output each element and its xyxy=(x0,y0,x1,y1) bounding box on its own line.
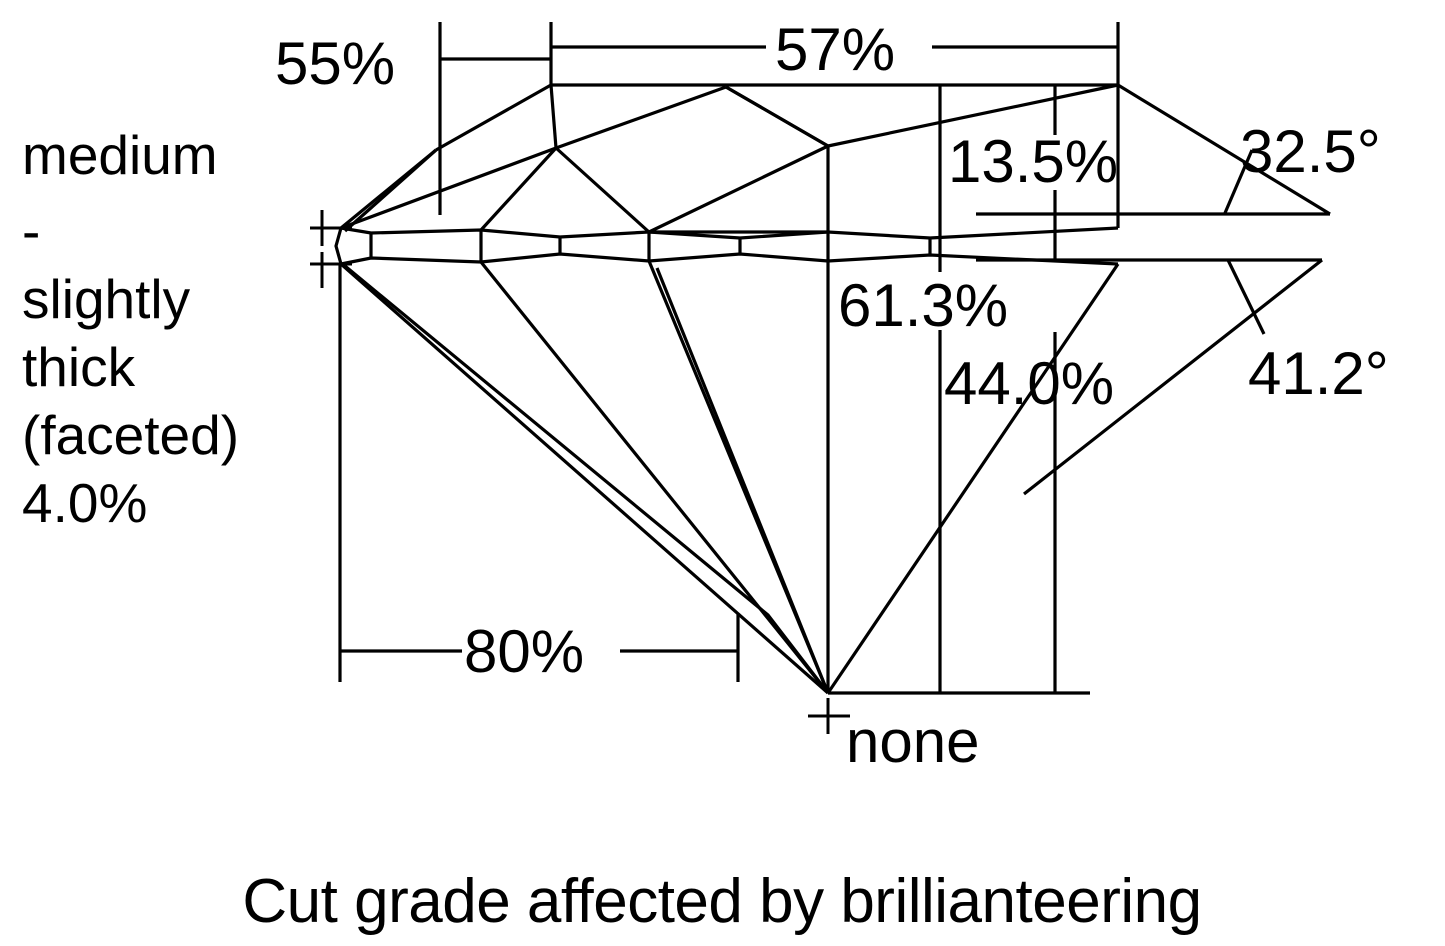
label-total-depth-61-3-percent: 61.3% xyxy=(838,272,1008,339)
girdle-desc-line-5: (faceted) xyxy=(22,404,239,466)
label-lower-half-80-percent: 80% xyxy=(464,618,584,685)
dimension-reference-bars xyxy=(828,212,1330,695)
label-crown-angle-32-5-deg: 32.5° xyxy=(1240,118,1381,185)
figure-caption: Cut grade affected by brillianteering xyxy=(242,867,1201,936)
pavilion-angle-indicator xyxy=(1023,258,1323,496)
label-crown-height-13-5-percent: 13.5% xyxy=(948,128,1118,195)
label-girdle-description: medium - slightly thick (faceted) 4.0% xyxy=(22,124,239,534)
girdle-desc-line-4: thick xyxy=(22,336,136,398)
dimension-55-percent xyxy=(438,22,551,215)
label-table-55-percent: 55% xyxy=(275,30,395,97)
label-culet-none: none xyxy=(846,708,979,775)
dimension-80-percent xyxy=(338,264,740,682)
crown-angle-indicator xyxy=(1117,83,1331,216)
girdle-desc-line-1: medium xyxy=(22,124,218,186)
label-pavilion-angle-41-2-deg: 41.2° xyxy=(1248,340,1389,407)
girdle-desc-line-3: slightly xyxy=(22,268,191,330)
girdle-desc-line-6: 4.0% xyxy=(22,472,147,534)
label-pavilion-depth-44-0-percent: 44.0% xyxy=(944,350,1114,417)
girdle-desc-line-2: - xyxy=(22,200,40,262)
girdle-tick-marks xyxy=(310,210,352,288)
dimension-57-percent xyxy=(549,22,1120,85)
label-table-width-57-percent: 57% xyxy=(775,16,895,83)
gem-pavilion xyxy=(339,260,1120,695)
gem-crown xyxy=(339,83,1120,234)
culet-tick-mark xyxy=(808,698,850,734)
